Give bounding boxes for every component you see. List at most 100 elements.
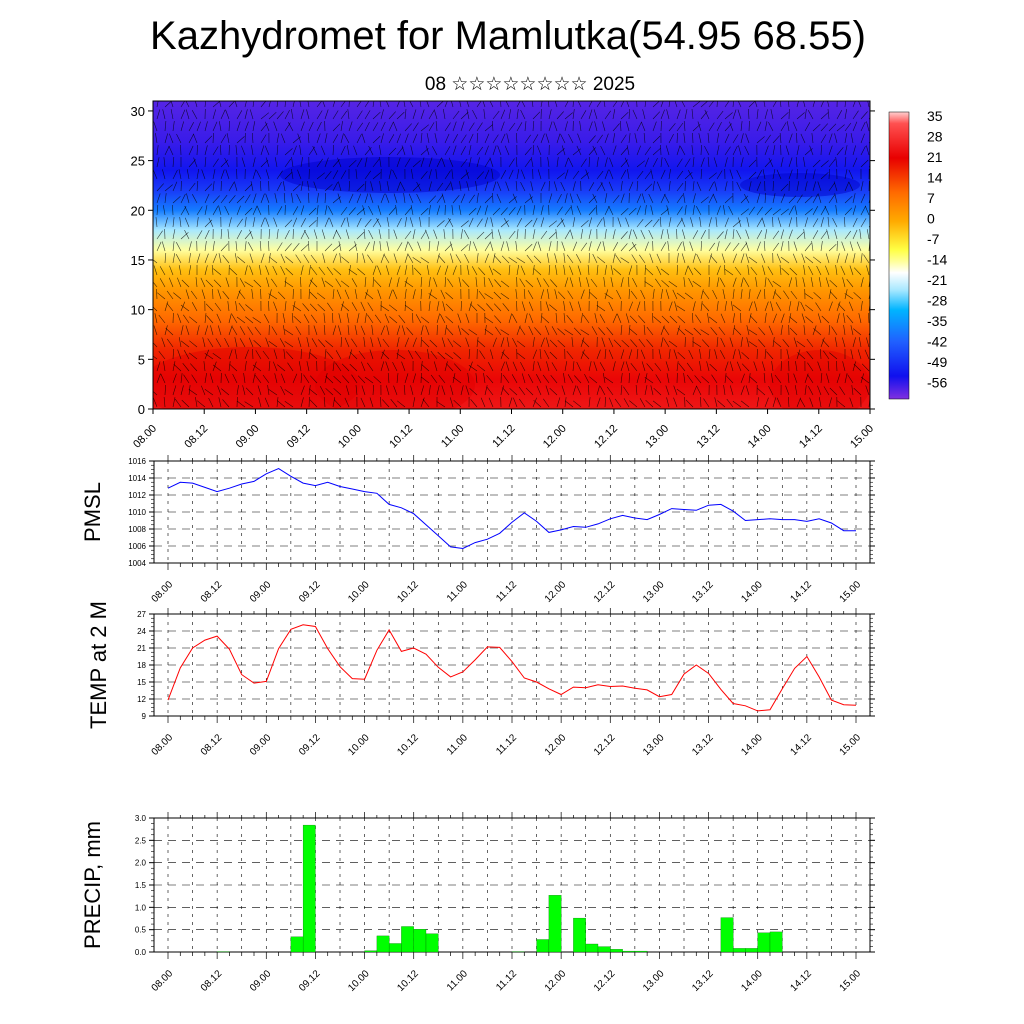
wind-barb xyxy=(796,231,805,240)
wind-barb xyxy=(630,290,638,300)
wind-barb xyxy=(732,242,740,252)
wind-barb xyxy=(755,277,758,288)
wind-barb xyxy=(785,385,790,396)
wind-barb xyxy=(849,265,854,276)
wind-barb xyxy=(468,122,475,132)
wind-barb xyxy=(836,360,838,372)
wind-barb xyxy=(844,181,850,192)
wind-barb xyxy=(790,290,798,300)
wind-barb xyxy=(723,385,726,396)
wind-barb xyxy=(153,355,158,360)
wind-barb xyxy=(303,230,310,240)
wind-barb xyxy=(624,157,630,168)
wind-barb xyxy=(806,338,814,348)
wind-barb xyxy=(385,193,390,204)
wind-barb xyxy=(792,121,798,132)
wind-barb xyxy=(737,109,742,120)
wind-barb xyxy=(540,337,545,348)
wind-barb xyxy=(428,181,432,192)
wind-barb xyxy=(540,289,544,300)
wind-barb xyxy=(644,219,653,228)
wind-barb xyxy=(636,101,638,108)
wind-barb xyxy=(412,373,416,384)
wind-barb xyxy=(746,217,750,228)
wind-barb xyxy=(516,300,518,312)
wind-barb xyxy=(344,289,350,300)
wind-barb xyxy=(382,399,390,408)
wind-barb xyxy=(348,101,350,108)
wind-barb xyxy=(516,218,523,228)
wind-barb xyxy=(196,121,201,132)
wind-barb xyxy=(449,397,454,408)
wind-barb xyxy=(788,195,797,204)
wind-barb xyxy=(468,217,474,228)
wind-barb xyxy=(756,181,762,192)
wind-barb xyxy=(380,349,385,360)
wind-barb xyxy=(180,340,190,348)
wind-barb xyxy=(227,229,230,240)
wind-barb xyxy=(224,157,230,168)
wind-barb xyxy=(660,169,666,180)
wind-barb xyxy=(324,205,328,216)
wind-barb xyxy=(427,349,430,360)
y-tick-label: 10 xyxy=(131,303,145,318)
wind-barb xyxy=(444,325,447,336)
wind-barb xyxy=(460,193,466,204)
wind-barb xyxy=(696,253,702,264)
wind-barb xyxy=(291,193,294,204)
wind-barb xyxy=(153,397,158,408)
wind-barb xyxy=(430,350,438,360)
wind-barb xyxy=(756,136,765,144)
wind-barb xyxy=(484,169,490,180)
wind-barb xyxy=(820,134,827,144)
wind-barb xyxy=(786,349,790,360)
wind-barb xyxy=(652,181,655,192)
x-tick-label: 12.12 xyxy=(592,579,618,605)
wind-barb xyxy=(364,193,369,204)
wind-barb xyxy=(224,373,230,384)
wind-barb xyxy=(168,145,174,156)
wind-barb xyxy=(500,207,508,216)
wind-barb xyxy=(714,181,718,192)
wind-barb xyxy=(495,326,502,336)
wind-barb xyxy=(344,337,350,348)
wind-barb xyxy=(793,241,798,252)
wind-barb xyxy=(756,170,763,180)
wind-barb xyxy=(362,205,366,216)
wind-barb xyxy=(201,385,206,396)
wind-barb xyxy=(699,217,702,228)
wind-barb xyxy=(163,157,166,168)
wind-barb xyxy=(860,181,864,192)
wind-barb xyxy=(264,397,270,408)
wind-barb xyxy=(716,205,721,216)
x-tick-label: 09.00 xyxy=(234,423,262,451)
wind-barb xyxy=(732,325,735,336)
wind-barb xyxy=(341,256,350,264)
wind-barb xyxy=(629,400,638,408)
wind-barb xyxy=(636,205,641,216)
wind-barb xyxy=(365,292,374,300)
wind-barb xyxy=(844,133,848,144)
wind-barb xyxy=(484,217,488,228)
wind-barb xyxy=(347,325,350,336)
wind-barb xyxy=(276,397,279,408)
wind-barb xyxy=(180,109,186,120)
wind-barb xyxy=(401,361,406,372)
wind-barb xyxy=(372,384,374,396)
wind-barb xyxy=(788,217,792,228)
wind-barb xyxy=(801,313,806,324)
wind-barb xyxy=(740,337,743,348)
wind-barb xyxy=(166,303,174,312)
wind-barb xyxy=(549,339,558,348)
wind-barb xyxy=(238,290,246,300)
wind-barb xyxy=(412,183,421,192)
wind-barb xyxy=(812,159,821,168)
wind-barb xyxy=(309,388,318,396)
wind-barb xyxy=(807,362,814,372)
wind-barb xyxy=(564,397,567,408)
wind-barb xyxy=(382,338,390,348)
wind-barb xyxy=(340,336,342,348)
wind-barb xyxy=(743,278,750,288)
wind-barb xyxy=(469,388,478,396)
wind-barb xyxy=(477,304,486,312)
